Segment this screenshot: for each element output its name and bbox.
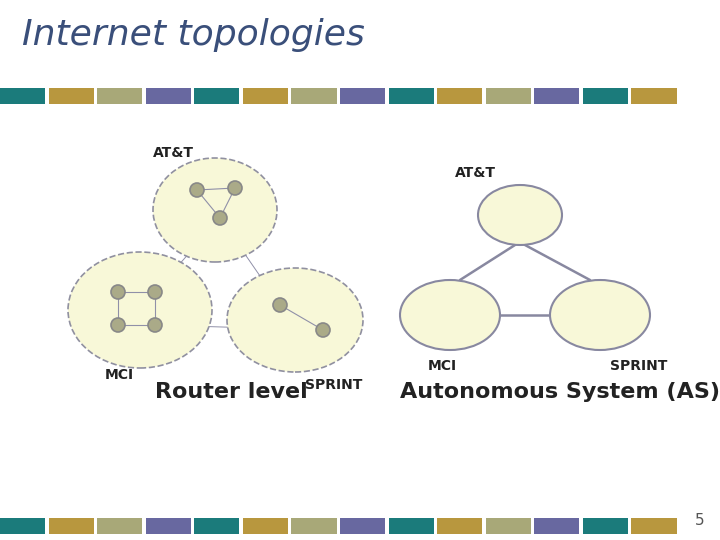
Bar (486, 518, 531, 534)
Bar (0, 88, 45, 104)
Bar (145, 88, 191, 104)
Bar (48, 88, 94, 104)
Text: 5: 5 (696, 513, 705, 528)
Bar (583, 518, 628, 534)
Bar (486, 88, 531, 104)
Text: Internet topologies: Internet topologies (22, 18, 365, 52)
Text: Autonomous System (AS) level: Autonomous System (AS) level (400, 382, 720, 402)
Bar (194, 88, 240, 104)
Circle shape (213, 211, 227, 225)
Circle shape (111, 285, 125, 299)
Ellipse shape (68, 252, 212, 368)
Bar (631, 88, 677, 104)
Circle shape (316, 323, 330, 337)
Bar (437, 88, 482, 104)
Ellipse shape (227, 268, 363, 372)
Circle shape (148, 285, 162, 299)
Circle shape (111, 318, 125, 332)
Circle shape (190, 183, 204, 197)
Bar (292, 88, 337, 104)
Text: Router level: Router level (155, 382, 307, 402)
Bar (631, 518, 677, 534)
Ellipse shape (153, 158, 277, 262)
Bar (534, 88, 580, 104)
Circle shape (273, 298, 287, 312)
Bar (437, 518, 482, 534)
Text: AT&T: AT&T (153, 146, 194, 160)
Bar (243, 518, 288, 534)
Text: MCI: MCI (105, 368, 134, 382)
Bar (292, 518, 337, 534)
Bar (389, 88, 433, 104)
Bar (0, 518, 45, 534)
Bar (340, 518, 385, 534)
Ellipse shape (400, 280, 500, 350)
Bar (97, 518, 143, 534)
Ellipse shape (550, 280, 650, 350)
Text: MCI: MCI (428, 359, 457, 373)
Bar (243, 88, 288, 104)
Bar (97, 88, 143, 104)
Bar (145, 518, 191, 534)
Bar (48, 518, 94, 534)
Bar (194, 518, 240, 534)
Ellipse shape (478, 185, 562, 245)
Text: SPRINT: SPRINT (610, 359, 667, 373)
Text: AT&T: AT&T (455, 166, 496, 180)
Bar (583, 88, 628, 104)
Bar (534, 518, 580, 534)
Circle shape (148, 318, 162, 332)
Text: SPRINT: SPRINT (305, 378, 362, 392)
Bar (340, 88, 385, 104)
Bar (389, 518, 433, 534)
Circle shape (228, 181, 242, 195)
